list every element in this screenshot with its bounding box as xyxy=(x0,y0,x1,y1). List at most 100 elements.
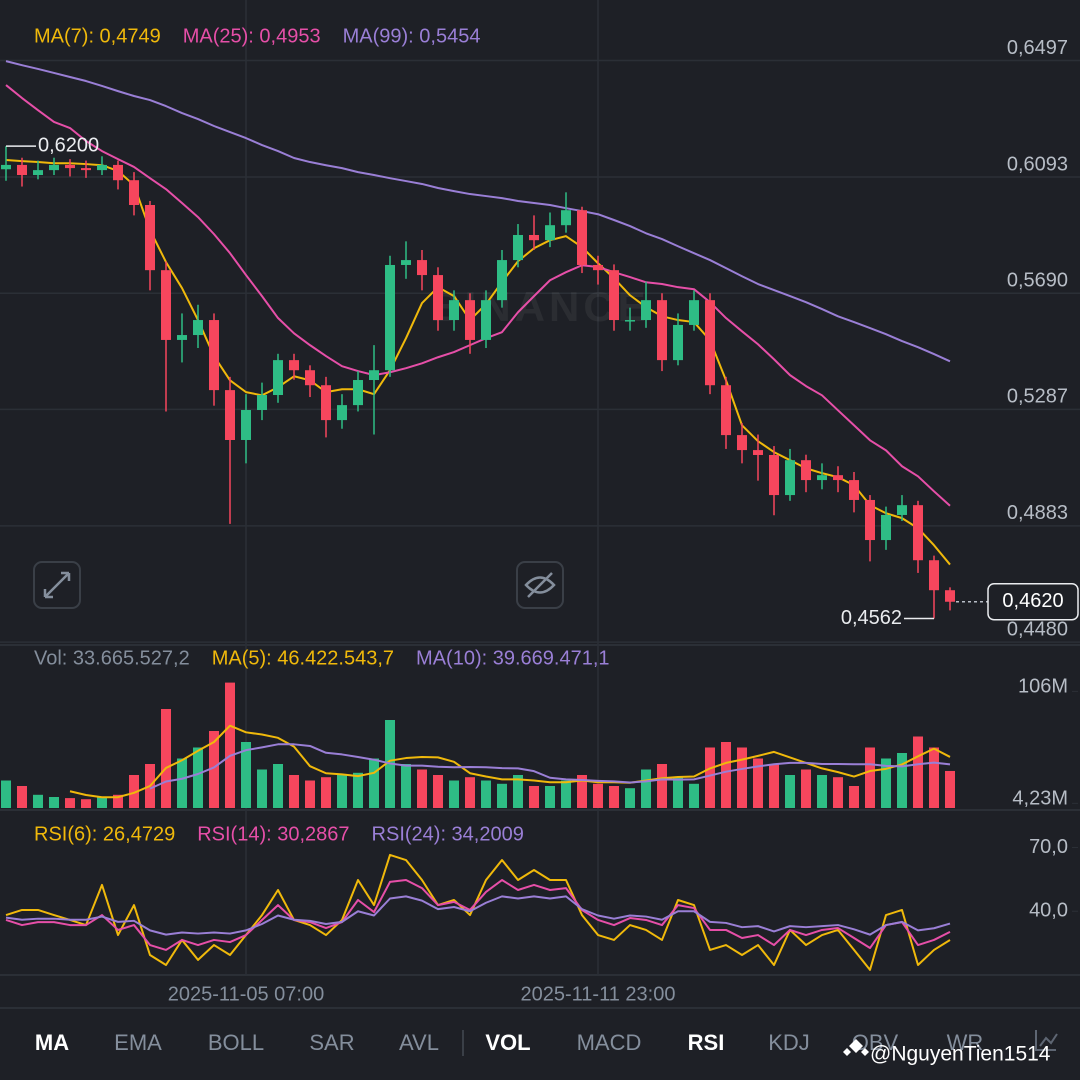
volume-bar xyxy=(449,780,459,808)
candle-body xyxy=(673,324,683,361)
volume-bar xyxy=(257,769,267,808)
volume-bar xyxy=(497,783,507,808)
volume-bar xyxy=(785,775,795,808)
volume-bar xyxy=(529,786,539,808)
volume-bar xyxy=(801,769,811,808)
volume-bar xyxy=(225,682,235,808)
volume-bar xyxy=(769,764,779,808)
expand-icon xyxy=(43,571,71,599)
volume-bar xyxy=(321,777,331,808)
candle-body xyxy=(545,225,555,241)
candle-body xyxy=(321,385,331,421)
candle-body xyxy=(17,164,27,176)
volume-bar xyxy=(545,786,555,808)
volume-bar xyxy=(705,747,715,808)
candle-body xyxy=(337,405,347,421)
candle-body xyxy=(881,514,891,541)
candle-body xyxy=(353,380,363,406)
volume-bar xyxy=(369,758,379,808)
candle-body xyxy=(913,505,923,561)
hide-button[interactable] xyxy=(516,561,564,609)
button-frame xyxy=(33,561,81,609)
candle-body xyxy=(897,505,907,515)
candle-body xyxy=(449,300,459,321)
y-tick-label: 70,0 xyxy=(1029,836,1068,858)
legend-entry: RSI(24): 34,2009 xyxy=(372,823,524,845)
candle-body xyxy=(721,385,731,436)
volume-bar xyxy=(657,764,667,808)
x-tick-label: 2025-11-05 07:00 xyxy=(168,983,324,1005)
toolbar-tab[interactable]: VOL xyxy=(485,1030,530,1055)
volume-bar xyxy=(273,764,283,808)
legend-entry: RSI(6): 26,4729 xyxy=(34,823,175,845)
legend-entry: MA(10): 39.669.471,1 xyxy=(416,647,609,669)
volume-bar xyxy=(209,731,219,808)
candle-body xyxy=(817,475,827,481)
y-tick-label: 0,5690 xyxy=(1007,270,1068,292)
volume-bar xyxy=(97,797,107,808)
legend-entry: RSI(14): 30,2867 xyxy=(197,823,349,845)
candle-body xyxy=(833,475,843,481)
y-tick-label: 0,6497 xyxy=(1007,37,1068,59)
toolbar-tab[interactable]: KDJ xyxy=(768,1030,810,1055)
volume-bar xyxy=(17,786,27,808)
toolbar-tab[interactable]: WR xyxy=(947,1030,984,1055)
candle-body xyxy=(513,234,523,261)
volume-bar xyxy=(33,794,43,808)
toolbar-tab[interactable]: MACD xyxy=(577,1030,642,1055)
candle-body xyxy=(753,450,763,455)
candle-body xyxy=(401,260,411,265)
candle-body xyxy=(33,170,43,176)
candle-body xyxy=(385,264,395,371)
candle-body xyxy=(785,460,795,496)
candle-body xyxy=(129,180,139,206)
y-tick-label: 0,4883 xyxy=(1007,502,1068,524)
volume-bar xyxy=(433,775,443,808)
candle-body xyxy=(145,205,155,271)
volume-bar xyxy=(913,736,923,808)
toolbar-tab[interactable]: OBV xyxy=(852,1030,899,1055)
volume-bar xyxy=(609,786,619,808)
candle-body xyxy=(865,499,875,541)
settings-icon[interactable] xyxy=(1035,1030,1058,1051)
rsi-line xyxy=(5,879,951,951)
credit-logo xyxy=(843,1039,869,1056)
legend-entry: MA(99): 0,5454 xyxy=(343,25,481,47)
last-price-box xyxy=(987,583,1079,621)
credit: @NguyenTien1514 xyxy=(870,1043,1051,1066)
toolbar-tab[interactable]: MA xyxy=(35,1030,69,1055)
volume-bar xyxy=(289,775,299,808)
candle-body xyxy=(929,560,939,591)
fullscreen-button[interactable] xyxy=(33,561,81,609)
toolbar-tab[interactable]: BOLL xyxy=(208,1030,264,1055)
volume-bar xyxy=(641,769,651,808)
volume-bar xyxy=(817,775,827,808)
toolbar-tab[interactable]: AVL xyxy=(399,1030,439,1055)
candle-body xyxy=(417,260,427,276)
volume-bar xyxy=(177,758,187,808)
candle-body xyxy=(657,300,667,361)
candle-body xyxy=(609,270,619,321)
ma-line xyxy=(5,84,951,507)
legend-entry: MA(5): 46.422.543,7 xyxy=(212,647,394,669)
low-label: 0,4562 xyxy=(841,607,902,629)
volume-bar xyxy=(513,775,523,808)
candle-body xyxy=(593,264,603,271)
toolbar-tab[interactable]: SAR xyxy=(309,1030,354,1055)
toolbar-tab[interactable]: EMA xyxy=(114,1030,162,1055)
candle-body xyxy=(113,164,123,181)
volume-bar xyxy=(833,777,843,808)
legend-entry: MA(25): 0,4953 xyxy=(183,25,321,47)
volume-bar xyxy=(337,775,347,808)
toolbar-tab[interactable]: RSI xyxy=(688,1030,725,1055)
volume-bar xyxy=(897,753,907,808)
volume-bar xyxy=(753,758,763,808)
candle-body xyxy=(193,320,203,336)
candle-body xyxy=(849,480,859,500)
volume-bar xyxy=(49,797,59,808)
volume-bar xyxy=(241,742,251,808)
volume-bar xyxy=(305,780,315,808)
volume-bar xyxy=(353,772,363,808)
